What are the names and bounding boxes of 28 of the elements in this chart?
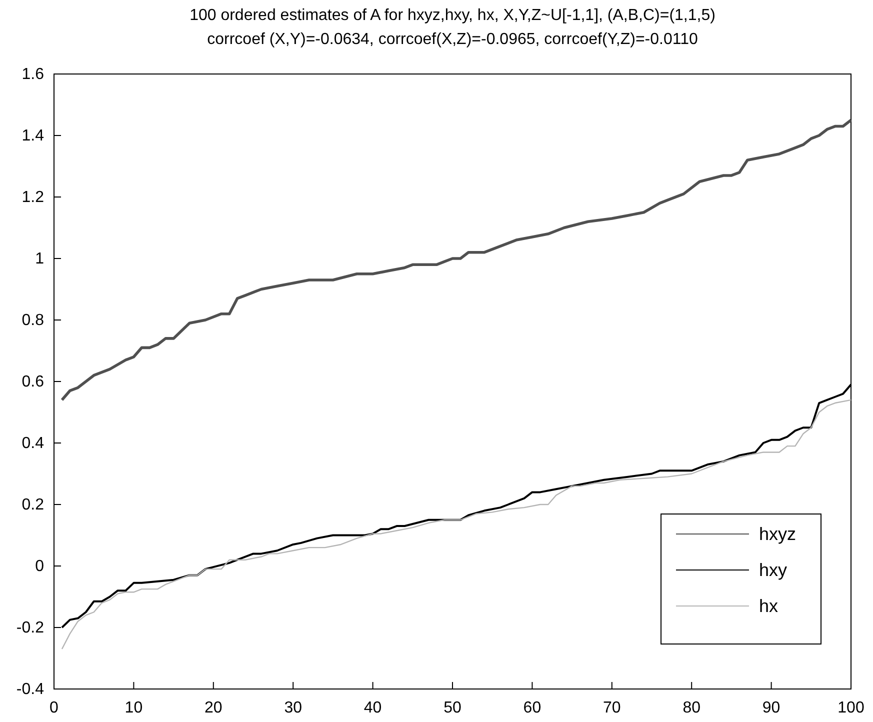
x-tick-label: 40 — [364, 699, 382, 716]
legend-label: hx — [759, 596, 778, 616]
y-tick-label: 0.4 — [22, 435, 44, 452]
y-tick-label: 1.2 — [22, 189, 44, 206]
y-tick-label: -0.2 — [16, 620, 44, 637]
x-tick-label: 10 — [124, 699, 143, 716]
y-tick-label: 1 — [35, 250, 44, 268]
chart-title: 100 ordered estimates of A for hxyz,hxy, hx, X,Y,Z~U[-1,1], (A,B,C)=(1,1,5) — [190, 7, 716, 24]
x-tick-label: 30 — [284, 699, 302, 716]
y-tick-label: 1.6 — [22, 66, 44, 84]
y-tick-label: 0 — [35, 558, 44, 576]
legend-label: hxy — [759, 560, 788, 580]
chart-subtitle: corrcoef (X,Y)=-0.0634, corrcoef(X,Z)=-0.0965, corrcoef(Y,Z)=-0.0110 — [207, 31, 698, 48]
x-tick-label: 100 — [838, 699, 864, 716]
legend-label: hxyz — [759, 524, 796, 544]
x-tick-label: 90 — [762, 699, 780, 716]
y-tick-label: 1.4 — [22, 128, 44, 145]
x-tick-label: 70 — [603, 699, 621, 716]
x-tick-label: 20 — [204, 699, 222, 716]
y-tick-label: 0.2 — [22, 496, 44, 514]
x-tick-label: 80 — [682, 699, 701, 716]
x-tick-label: 0 — [50, 699, 59, 716]
line-series — [60, 118, 852, 402]
y-tick-label: 0.6 — [22, 374, 44, 391]
x-tick-label: 50 — [444, 699, 462, 716]
x-tick-label: 60 — [523, 699, 542, 716]
y-tick-label: -0.4 — [16, 681, 44, 698]
y-tick-label: 0.8 — [22, 312, 44, 330]
